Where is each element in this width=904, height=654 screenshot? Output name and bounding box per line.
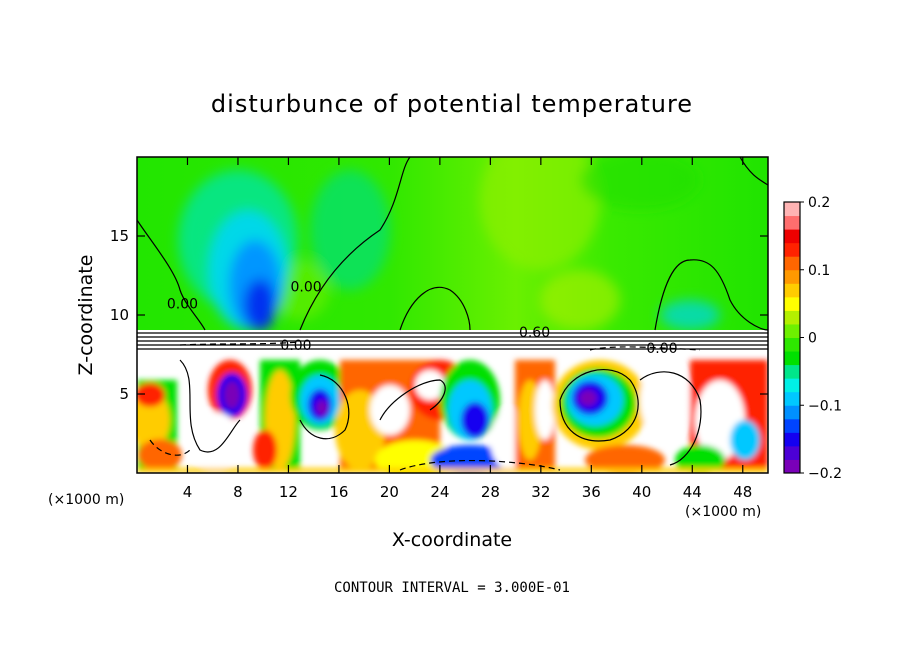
x-tick-label: 24 [430,483,449,501]
colorbar-swatch [784,364,800,379]
contour-label: 0.00 [291,279,322,295]
contour-labels: 0.00 0.00 0.00 0.60 0.00 [167,279,678,357]
colorbar-ticks: 0.2 0.1 0 −0.1 −0.2 [800,195,842,482]
x-axis-ticks: 4 8 12 16 20 24 28 32 36 40 44 48 [183,157,752,501]
x-tick-label: 12 [279,483,298,501]
colorbar-tick-label: 0.1 [808,263,830,279]
x-tick-label: 16 [329,483,348,501]
colorbar-tick-label: −0.1 [808,398,842,414]
contour-label: 0.00 [280,338,311,354]
x-tick-label: 48 [733,483,752,501]
colorbar-swatch [784,215,800,230]
colorbar-swatch [784,405,800,420]
contour-label: 0.60 [519,325,550,341]
colorbar-swatch [784,202,800,217]
x-tick-label: 44 [683,483,702,501]
contour-label: 0.00 [167,297,198,313]
colorbar-swatch [784,256,800,271]
colorbar-tick-label: 0.2 [808,195,830,211]
x-tick-label: 20 [380,483,399,501]
y-axis-label: Z-coordinate [75,255,97,376]
colorbar [784,202,800,474]
contour-label: 0.00 [646,341,677,357]
colorbar-swatch [784,242,800,257]
colorbar-swatch [784,283,800,298]
x-tick-label: 28 [481,483,500,501]
colorbar-swatch [784,351,800,366]
colorbar-swatch [784,269,800,284]
x-tick-label: 8 [233,483,243,501]
contour-interval-note: CONTOUR INTERVAL = 3.000E-01 [334,580,570,596]
x-axis-unit-right: (×1000 m) [685,504,761,520]
colorbar-swatch [784,296,800,311]
x-tick-label: 36 [582,483,601,501]
x-tick-label: 32 [531,483,550,501]
colorbar-swatch [784,229,800,244]
x-axis-unit-left: (×1000 m) [48,492,124,508]
colorbar-swatch [784,432,800,447]
colorbar-swatch [784,418,800,433]
x-tick-label: 40 [632,483,651,501]
colorbar-swatch [784,378,800,393]
colorbar-tick-label: 0 [808,331,817,347]
colorbar-swatch [784,445,800,460]
colorbar-swatch [784,459,800,474]
chart-title: disturbunce of potential temperature [211,90,693,118]
x-axis-label: X-coordinate [392,529,512,551]
x-tick-label: 4 [183,483,193,501]
colorbar-swatch [784,337,800,352]
colorbar-tick-label: −0.2 [808,466,842,482]
colorbar-swatch [784,391,800,406]
y-tick-label: 15 [110,227,129,245]
colorbar-swatch [784,310,800,325]
colorbar-swatch [784,323,800,338]
plot-area [137,157,768,473]
y-axis-ticks: 5 10 15 [110,227,768,403]
y-tick-label: 10 [110,306,129,324]
y-tick-label: 5 [119,385,129,403]
